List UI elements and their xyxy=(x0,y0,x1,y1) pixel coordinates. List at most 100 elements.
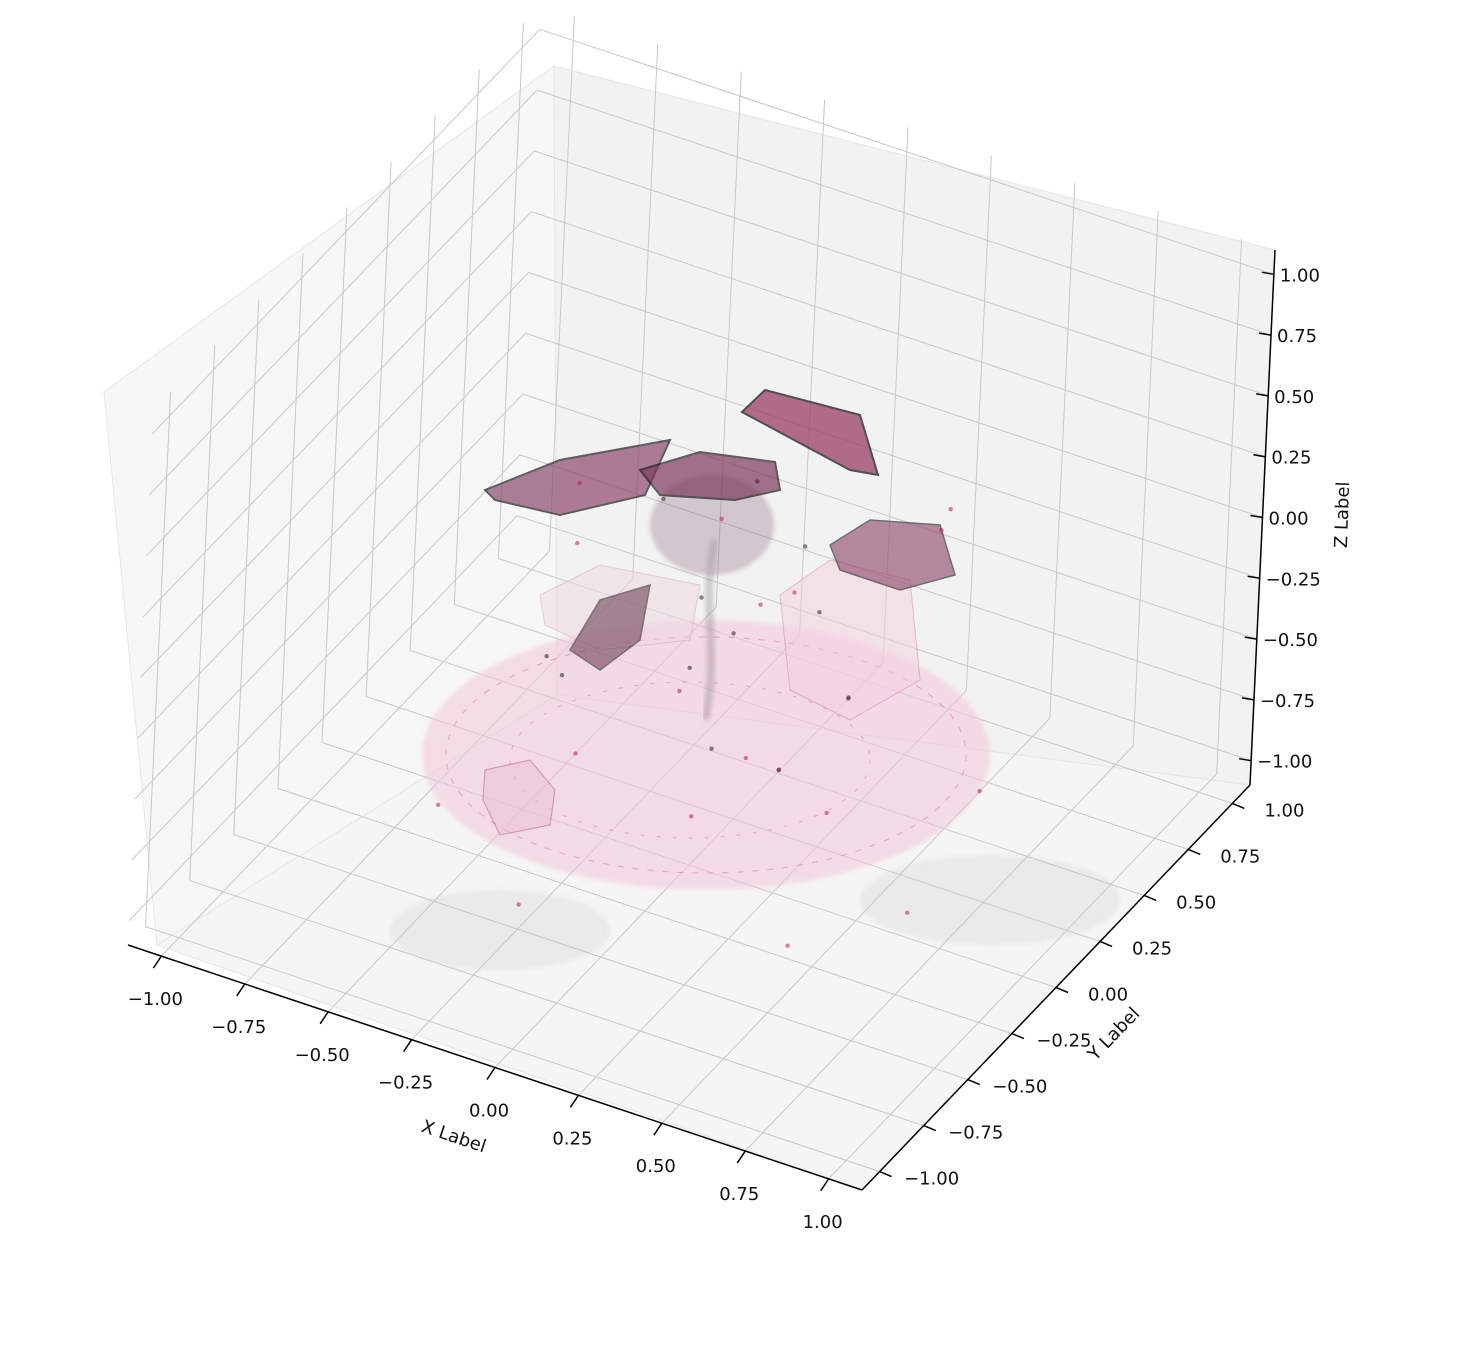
y-tick-mark xyxy=(879,1170,892,1178)
z-tick-mark xyxy=(1256,393,1269,397)
z-tick-mark xyxy=(1250,514,1263,519)
box-small xyxy=(482,759,556,836)
grid-line-y xyxy=(233,299,968,1081)
y-tick-mark xyxy=(923,1124,937,1132)
data-point xyxy=(758,602,763,607)
data-point xyxy=(792,590,797,595)
point-cloud xyxy=(390,388,1120,970)
z-tick-mark xyxy=(1247,575,1260,580)
grid-line-y xyxy=(277,253,1013,1034)
grid-line-z xyxy=(151,28,1275,435)
data-point xyxy=(577,480,582,486)
floor-disk-texture xyxy=(445,636,967,874)
z-ticks: −1.00 −0.75 −0.50 −0.25 0.00 0.25 0.50 0.75 1.00 xyxy=(1239,265,1321,773)
grid-line-x xyxy=(161,16,575,957)
data-point xyxy=(661,496,666,502)
y-tick-mark xyxy=(1187,848,1201,856)
grid-line-y xyxy=(145,391,880,1173)
y-tick-label: 0.50 xyxy=(1176,892,1216,913)
grid-line-y xyxy=(497,23,1233,804)
grid-line-z xyxy=(128,515,1252,922)
grid-line-z xyxy=(140,271,1263,678)
z-tick-label: −0.75 xyxy=(1260,691,1315,712)
x-axis-label: X Label xyxy=(419,1116,489,1157)
leaf-5 xyxy=(568,583,651,671)
z-tick-label: −0.25 xyxy=(1266,569,1321,590)
data-point xyxy=(939,528,944,533)
x-tick-mark xyxy=(820,1178,830,1192)
data-point xyxy=(948,507,953,512)
x-tick-label: −1.00 xyxy=(128,989,183,1010)
x-tick-label: 0.50 xyxy=(636,1156,676,1177)
grid-line-y xyxy=(321,207,1057,988)
stem-bulb xyxy=(650,475,774,575)
x-ticks: −1.00 −0.75 −0.50 −0.25 0.00 0.25 0.50 0.75 1.00 xyxy=(128,955,843,1233)
leaves xyxy=(483,388,956,671)
z-tick-label: 0.00 xyxy=(1269,509,1309,530)
data-point xyxy=(699,595,704,600)
grid-line-x xyxy=(578,155,992,1096)
data-point xyxy=(575,540,580,546)
x-tick-label: −0.75 xyxy=(211,1017,266,1038)
y-tick-label: −0.50 xyxy=(992,1077,1047,1098)
y-tick-label: 1.00 xyxy=(1264,800,1304,821)
grid-line-z xyxy=(137,332,1260,739)
leaf-3 xyxy=(740,388,880,477)
data-point xyxy=(785,943,790,948)
y-axis-label: Y Label xyxy=(1083,1003,1144,1065)
z-tick-label: 0.75 xyxy=(1277,326,1317,347)
data-point xyxy=(817,609,822,615)
data-point xyxy=(689,814,694,819)
data-point xyxy=(824,810,829,816)
z-tick-mark xyxy=(1258,332,1272,336)
data-point xyxy=(544,653,549,659)
x-tick-label: 0.75 xyxy=(719,1184,759,1205)
data-points xyxy=(435,479,982,948)
data-point xyxy=(516,902,521,907)
y-tick-mark xyxy=(1055,986,1069,994)
leaf-4 xyxy=(829,519,956,591)
box-right xyxy=(779,559,921,721)
grid-line-z xyxy=(134,393,1257,800)
x-tick-label: −0.25 xyxy=(378,1073,433,1094)
x-tick-mark xyxy=(236,983,246,997)
x-tick-mark xyxy=(319,1011,329,1025)
plant-stem xyxy=(650,475,774,721)
z-axis: −1.00 −0.75 −0.50 −0.25 0.00 0.25 0.50 0.75 1.00… xyxy=(1239,249,1354,786)
x-tick-mark xyxy=(402,1039,413,1053)
data-point xyxy=(755,479,760,484)
z-tick-label: −1.00 xyxy=(1257,752,1312,773)
z-tick-mark xyxy=(1241,697,1255,701)
y-tick-label: 0.00 xyxy=(1088,985,1128,1006)
data-point xyxy=(435,802,441,807)
data-point xyxy=(573,751,578,756)
data-point xyxy=(687,665,692,671)
z-tick-label: −0.50 xyxy=(1263,630,1318,651)
y-tick-label: 0.25 xyxy=(1132,938,1172,959)
grid-line-x xyxy=(327,71,742,1013)
data-point xyxy=(803,544,808,549)
x-tick-mark xyxy=(653,1122,663,1136)
grid-line-x xyxy=(828,238,1243,1180)
x-tick-label: 1.00 xyxy=(803,1212,843,1233)
z-axis-label: Z Label xyxy=(1331,481,1354,548)
grid-line-z xyxy=(131,454,1255,861)
z-tick-label: 1.00 xyxy=(1280,265,1320,286)
z-tick-label: 0.25 xyxy=(1271,448,1311,469)
y-tick-label: −1.00 xyxy=(904,1169,959,1190)
grid-lines xyxy=(128,16,1275,1180)
y-tick-label: −0.75 xyxy=(948,1123,1003,1144)
z-tick-mark xyxy=(1253,453,1266,458)
y-tick-mark xyxy=(967,1078,981,1086)
x-tick-mark xyxy=(486,1067,496,1080)
leaf-2 xyxy=(638,450,782,502)
z-tick-label: 0.50 xyxy=(1274,387,1314,408)
x-tick-label: 0.25 xyxy=(552,1128,592,1149)
floor-shadow xyxy=(390,855,1120,970)
data-point xyxy=(846,695,851,700)
x-tick-label: −0.50 xyxy=(295,1045,350,1066)
shadow-blob xyxy=(390,890,610,970)
x-tick-mark xyxy=(152,955,162,969)
grid-line-x xyxy=(744,210,1159,1152)
